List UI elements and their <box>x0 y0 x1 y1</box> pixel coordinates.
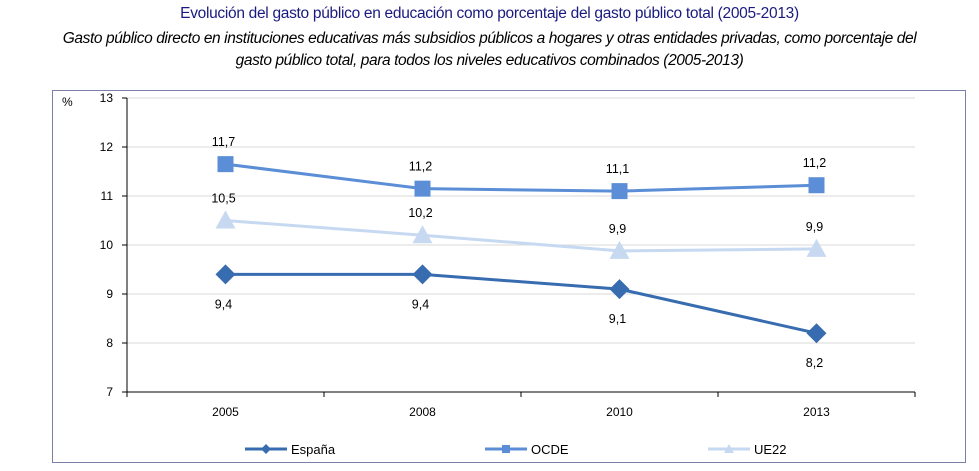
data-label: 9,4 <box>412 297 429 311</box>
series-line-españa <box>225 272 817 335</box>
data-label: 11,2 <box>409 160 432 174</box>
chart-subtitle: Gasto público directo en instituciones e… <box>0 28 979 72</box>
x-tick-label: 2010 <box>606 405 633 419</box>
legend-square-icon <box>502 445 510 453</box>
y-tick-label: 11 <box>101 189 114 203</box>
data-point-triangle <box>806 238 827 257</box>
legend-label: España <box>291 442 336 457</box>
y-axis-label: % <box>62 95 73 109</box>
chart-title: Evolución del gasto público en educación… <box>180 5 799 22</box>
x-tick-label: 2008 <box>409 405 436 419</box>
subtitle-line-1: Gasto público directo en instituciones e… <box>62 30 917 47</box>
data-label: 11,7 <box>212 135 235 149</box>
legend-label: OCDE <box>531 442 569 457</box>
chart-frame <box>52 90 966 463</box>
data-point-square <box>611 183 628 200</box>
y-tick-label: 8 <box>106 336 113 350</box>
y-tick-label: 10 <box>100 238 114 252</box>
data-label: 8,2 <box>806 356 823 370</box>
data-point-diamond <box>412 264 433 285</box>
y-tick-label: 7 <box>106 385 113 399</box>
legend-label: UE22 <box>754 442 787 457</box>
legend-diamond-icon <box>261 444 271 454</box>
data-point-diamond <box>806 323 827 344</box>
data-point-triangle <box>412 225 433 244</box>
series-line-ue22 <box>225 219 817 253</box>
x-tick-label: 2013 <box>803 405 830 419</box>
y-tick-label: 13 <box>100 91 114 105</box>
y-tick-label: 12 <box>100 140 114 154</box>
data-label: 10,2 <box>408 206 432 220</box>
data-point-triangle <box>215 210 236 229</box>
data-point-square <box>414 180 431 197</box>
legend-triangle-icon <box>724 444 734 453</box>
x-tick-label: 2005 <box>212 405 239 419</box>
data-label: 9,9 <box>806 220 823 234</box>
subtitle-line-2: gasto público total, para todos los nive… <box>235 52 744 69</box>
data-point-square <box>217 156 234 173</box>
data-point-diamond <box>215 264 236 285</box>
data-point-diamond <box>609 279 630 300</box>
data-label: 11,2 <box>803 156 826 170</box>
data-label: 11,1 <box>606 162 629 176</box>
y-tick-label: 9 <box>106 287 113 301</box>
data-point-square <box>808 177 825 194</box>
series-line-ocde <box>225 162 817 193</box>
data-label: 9,9 <box>609 222 626 236</box>
data-label: 10,5 <box>211 192 235 206</box>
data-label: 9,1 <box>609 312 626 326</box>
data-label: 9,4 <box>215 297 232 311</box>
data-point-triangle <box>609 240 630 259</box>
